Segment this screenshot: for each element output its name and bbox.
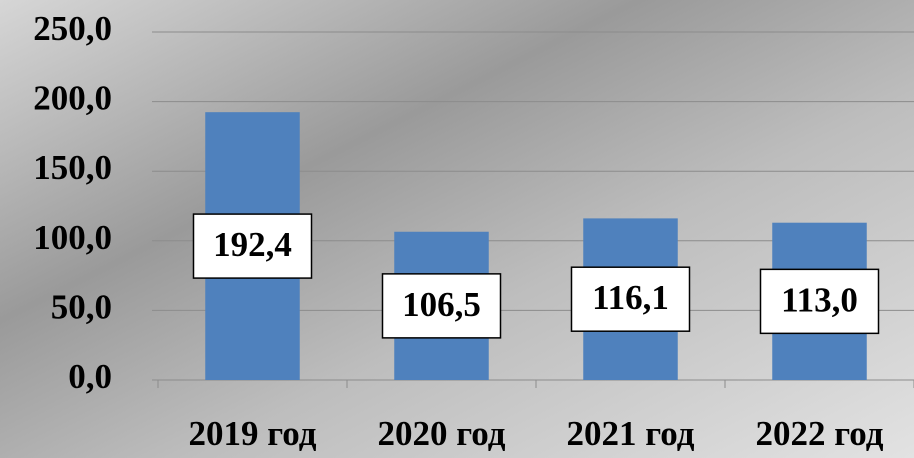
y-tick-label: 0,0 (68, 357, 112, 396)
y-tick-label: 250,0 (33, 9, 112, 48)
y-tick-label: 100,0 (33, 218, 112, 257)
value-label-box (759, 268, 880, 335)
x-tick-label: 2020 год (378, 414, 506, 453)
value-label: 192,4 (213, 225, 292, 264)
value-label: 113,0 (781, 280, 858, 319)
value-label: 116,1 (592, 278, 669, 317)
x-tick-label: 2022 год (756, 414, 884, 453)
x-tick-label: 2019 год (189, 414, 317, 453)
x-tick-label: 2021 год (567, 414, 695, 453)
value-label-box (192, 213, 313, 279)
value-label-box (570, 266, 691, 332)
value-label: 106,5 (402, 285, 481, 324)
y-tick-label: 50,0 (51, 287, 112, 326)
y-tick-label: 200,0 (33, 79, 112, 118)
y-tick-label: 150,0 (33, 148, 112, 187)
value-label-box (381, 273, 502, 339)
